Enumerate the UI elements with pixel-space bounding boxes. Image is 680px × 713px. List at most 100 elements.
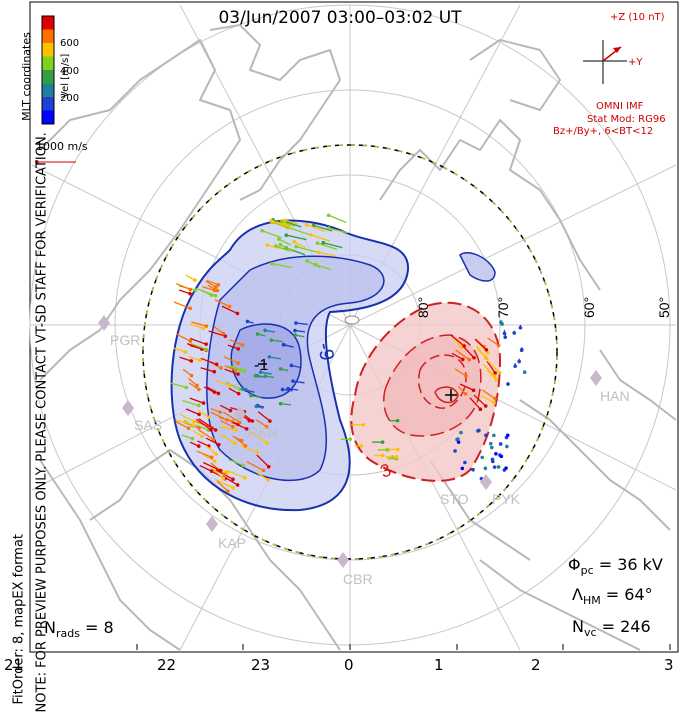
velocity-vector-origin [223, 334, 228, 338]
velocity-vector-origin [232, 441, 237, 446]
velocity-vector-origin [277, 237, 281, 241]
velocity-vector [292, 380, 305, 384]
velocity-vector [234, 436, 246, 447]
velocity-vector-origin [284, 233, 289, 237]
velocity-vector-origin [395, 418, 400, 423]
vector-scale-label: 1000 m/s [36, 140, 88, 153]
velocity-vector-origin [270, 261, 274, 266]
velocity-vector [173, 301, 191, 309]
velocity-vector [203, 386, 215, 393]
velocity-vector [191, 321, 207, 327]
velocity-vector-origin [245, 319, 250, 324]
velocity-vector-origin [294, 321, 298, 325]
velocity-vector-origin [188, 339, 193, 343]
velocity-vector [228, 365, 241, 371]
velocity-vector-origin [461, 357, 465, 362]
velocity-vector-origin [191, 422, 195, 427]
velocity-vector-origin [484, 433, 488, 438]
lat-label-80: 80° [415, 297, 431, 318]
velocity-vector-origin [266, 478, 270, 482]
velocity-vector-origin [195, 383, 199, 388]
station-marker-kap [206, 516, 218, 532]
velocity-vector-origin [240, 387, 245, 391]
velocity-vector-origin [236, 391, 241, 396]
coordinate-label: MLT coordinates [19, 32, 33, 121]
colorbar-segment [42, 110, 54, 125]
velocity-vector-origin [265, 440, 269, 445]
velocity-vector-origin [188, 306, 193, 311]
velocity-vector-origin [242, 369, 247, 374]
velocity-vector [208, 330, 226, 337]
velocity-vector [224, 365, 236, 371]
colorbar-segment [42, 29, 54, 44]
velocity-vector-origin [505, 444, 509, 449]
velocity-vector-origin [241, 463, 245, 468]
velocity-vector-origin [216, 283, 221, 287]
mlt-tick-2: 2 [531, 656, 541, 674]
velocity-vector [306, 224, 326, 233]
lat-label-70: 70° [495, 297, 511, 318]
mlt-tick-23: 23 [251, 656, 271, 674]
station-label-rkn: RKN [248, 424, 278, 440]
velocity-vector-origin [271, 219, 275, 224]
velocity-vector [459, 383, 474, 391]
velocity-vector [190, 342, 207, 350]
velocity-vector-origin [184, 385, 189, 390]
velocity-vector [232, 421, 247, 430]
velocity-vector [295, 322, 308, 326]
velocity-vector [287, 221, 302, 228]
velocity-vector-origin [380, 440, 385, 444]
velocity-vector [474, 338, 487, 351]
velocity-vector [188, 356, 201, 362]
velocity-vector [178, 289, 191, 295]
velocity-vector [273, 221, 288, 229]
velocity-vector-origin [494, 451, 498, 456]
velocity-vector [198, 418, 216, 431]
velocity-vector [288, 226, 310, 236]
velocity-vector-origin [485, 350, 490, 355]
velocity-vector [176, 419, 194, 426]
velocity-vector-origin [304, 222, 309, 227]
velocity-vector [293, 241, 307, 249]
velocity-vector-origin [211, 437, 216, 442]
velocity-vector-origin [236, 372, 240, 376]
imf-condition: Bz+/By+, 6<BT<12 [553, 126, 654, 137]
velocity-vector [487, 337, 499, 347]
velocity-vector [328, 227, 349, 234]
fit-order-note: FitOrder: 8, mapEX format [11, 533, 27, 705]
velocity-vector-origin [278, 242, 283, 247]
station-label-kap: KAP [218, 535, 246, 551]
velocity-vector-origin [196, 444, 201, 448]
velocity-vector-origin [484, 348, 489, 352]
velocity-vector [222, 411, 241, 423]
velocity-vector-origin [243, 476, 247, 480]
velocity-vector-origin [218, 410, 222, 414]
velocity-vector-origin [222, 472, 227, 476]
station-label-cbr: CBR [343, 571, 373, 587]
velocity-vector [186, 343, 202, 350]
velocity-vector-origin [218, 468, 223, 473]
velocity-vector-origin [189, 359, 194, 363]
velocity-vector-origin [213, 293, 218, 298]
velocity-vector-origin [238, 368, 243, 372]
velocity-vector [200, 367, 215, 373]
velocity-vector-origin [227, 383, 232, 388]
velocity-vector-origin [213, 428, 218, 432]
velocity-vector-origin [209, 455, 214, 460]
velocity-vector-origin [471, 467, 475, 472]
velocity-vector-origin [293, 328, 297, 333]
velocity-vector [205, 445, 217, 455]
mlt-tick-0: 0 [344, 656, 354, 674]
velocity-vector-origin [265, 243, 270, 247]
velocity-vector [473, 394, 487, 407]
velocity-vector-origin [217, 442, 221, 447]
station-marker-pyk [480, 474, 492, 490]
velocity-vector-origin [228, 408, 233, 413]
velocity-vector-origin [254, 404, 259, 409]
velocity-vector-origin [291, 379, 295, 383]
velocity-vector [220, 420, 234, 428]
lat-label-50: 50° [656, 297, 672, 318]
hm-latitude: ΛHM = 64° [572, 585, 653, 608]
colorbar-tick-600: 600 [60, 38, 80, 49]
velocity-vector-origin [198, 358, 202, 363]
